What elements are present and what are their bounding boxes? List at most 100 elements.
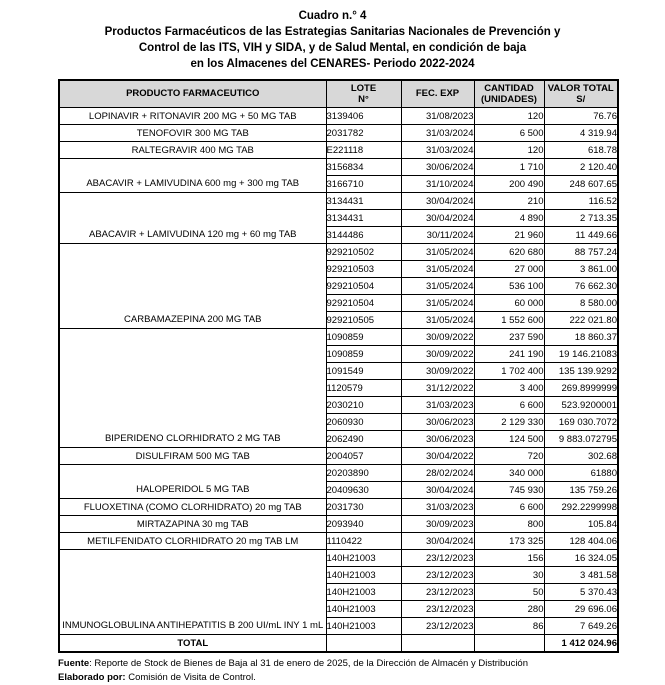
cantidad-cell: 620 680	[473, 243, 545, 261]
lote-cell: 3139406	[325, 107, 402, 125]
valor-cell: 222 021.80	[543, 311, 619, 329]
lote-cell: 3144486	[325, 226, 402, 244]
lote-cell: 2062490	[325, 430, 402, 448]
table-row: 1091549 30/09/2022 1 702 400 135 139.9292	[59, 362, 619, 380]
fec-exp-cell: 31/03/2024	[400, 124, 475, 142]
total-empty-cantidad-cell	[473, 634, 545, 653]
lote-cell: 1090859	[325, 328, 402, 346]
cantidad-cell: 1 710	[473, 158, 545, 176]
lote-cell: 929210504	[325, 277, 402, 295]
lote-cell: 3166710	[325, 175, 402, 193]
cantidad-cell: 86	[473, 617, 545, 635]
fuente-text: : Reporte de Stock de Bienes de Baja al …	[89, 658, 528, 669]
table-row: 929210504 31/05/2024 60 000 8 580.00	[59, 294, 619, 312]
product-cell: CARBAMAZEPINA 200 MG TAB	[58, 243, 327, 329]
cantidad-cell: 156	[473, 549, 545, 567]
valor-cell: 76.76	[543, 107, 619, 125]
products-table: PRODUCTO FARMACEUTICO LOTE N° FEC. EXP CANTI…	[58, 79, 619, 653]
lote-cell: 20409630	[325, 481, 402, 499]
lote-cell: 2093940	[325, 515, 402, 533]
valor-cell: 248 607.65	[543, 175, 619, 193]
fec-exp-cell: 30/11/2024	[400, 226, 475, 244]
fec-exp-cell: 30/09/2022	[400, 345, 475, 363]
valor-cell: 9 883.072795	[543, 430, 619, 448]
valor-cell: 269.8999999	[543, 379, 619, 397]
valor-cell: 18 860.37	[543, 328, 619, 346]
title-line-4: en los Almacenes del CENARES- Periodo 20…	[190, 58, 475, 70]
document-title: Cuadro n.° 4 Productos Farmacéuticos de …	[0, 0, 665, 72]
product-cell: TENOFOVIR 300 MG TAB	[58, 124, 327, 142]
table-row: RALTEGRAVIR 400 MG TAB E221118 31/03/2024 1…	[58, 141, 619, 159]
header-cell-4: VALOR TOTAL S/	[543, 79, 619, 108]
table-body: LOPINAVIR + RITONAVIR 200 MG + 50 MG TAB…	[58, 107, 619, 653]
elaborado-line: Elaborado por: Comisión de Visita de Con…	[58, 671, 665, 685]
table-row: FLUOXETINA (COMO CLORHIDRATO) 20 mg TAB 2…	[58, 498, 619, 516]
elaborado-label: Elaborado por:	[58, 672, 126, 683]
cantidad-cell: 2 129 330	[473, 413, 545, 431]
table-row: 1120579 31/12/2022 3 400 269.8999999	[59, 379, 619, 397]
fec-exp-cell: 31/10/2024	[400, 175, 475, 193]
product-cell: HALOPERIDOL 5 MG TAB	[58, 464, 327, 499]
table-row: BIPERIDENO CLORHIDRATO 2 MG TAB 1090859 30…	[58, 328, 619, 448]
lote-cell: 2060930	[325, 413, 402, 431]
cantidad-cell: 27 000	[473, 260, 545, 278]
lote-cell: 3134431	[325, 192, 402, 210]
elaborado-text: Comisión de Visita de Control.	[128, 672, 256, 683]
table-row: 1090859 30/09/2022 241 190 19 146.21083	[59, 345, 619, 363]
valor-cell: 3 861.00	[543, 260, 619, 278]
table-row: ABACAVIR + LAMIVUDINA 600 mg + 300 mg TA…	[58, 158, 619, 193]
valor-cell: 302.68	[543, 447, 619, 465]
cantidad-cell: 3 400	[473, 379, 545, 397]
product-cell: LOPINAVIR + RITONAVIR 200 MG + 50 MG TAB	[58, 107, 327, 125]
table-row: LOPINAVIR + RITONAVIR 200 MG + 50 MG TAB…	[58, 107, 619, 125]
fec-exp-cell: 30/06/2024	[400, 158, 475, 176]
cantidad-cell: 745 930	[473, 481, 545, 499]
lote-cell: 3156834	[325, 158, 402, 176]
cantidad-cell: 21 960	[473, 226, 545, 244]
valor-cell: 76 662.30	[543, 277, 619, 295]
table-row: HALOPERIDOL 5 MG TAB 20203890 28/02/2024 34…	[58, 464, 619, 499]
header-row: PRODUCTO FARMACEUTICO LOTE N° FEC. EXP CANTI…	[58, 79, 619, 108]
cantidad-cell: 1 702 400	[473, 362, 545, 380]
cantidad-cell: 241 190	[473, 345, 545, 363]
lote-cell: 929210502	[325, 243, 402, 261]
cantidad-cell: 1 552 600	[473, 311, 545, 329]
fuente-label: Fuente	[58, 658, 90, 669]
valor-cell: 11 449.66	[543, 226, 619, 244]
valor-cell: 61880	[543, 464, 619, 482]
lote-cell: E221118	[325, 141, 402, 159]
product-cell: RALTEGRAVIR 400 MG TAB	[58, 141, 327, 159]
cantidad-cell: 6 600	[473, 498, 545, 516]
fec-exp-cell: 31/05/2024	[400, 277, 475, 295]
cantidad-cell: 280	[473, 600, 545, 618]
title-line-3: Control de las ITS, VIH y SIDA, y de Sal…	[138, 42, 527, 54]
valor-cell: 16 324.05	[543, 549, 619, 567]
lote-cell: 2004057	[325, 447, 402, 465]
product-cell: DISULFIRAM 500 MG TAB	[58, 447, 327, 465]
fec-exp-cell: 30/06/2023	[400, 430, 475, 448]
cantidad-cell: 340 000	[473, 464, 545, 482]
total-empty-lote-cell	[325, 634, 402, 653]
fec-exp-cell: 30/04/2024	[400, 209, 475, 227]
lote-cell: 929210503	[325, 260, 402, 278]
fec-exp-cell: 31/12/2022	[400, 379, 475, 397]
fec-exp-cell: 30/06/2023	[400, 413, 475, 431]
cantidad-cell: 60 000	[473, 294, 545, 312]
table-row: 3144486 30/11/2024 21 960 11 449.66	[59, 226, 619, 244]
lote-cell: 140H21003	[325, 600, 402, 618]
table-row: INMUNOGLOBULINA ANTIHEPATITIS B 200 UI/m…	[58, 549, 619, 635]
table-row: ABACAVIR + LAMIVUDINA 120 mg + 60 mg TAB…	[58, 192, 619, 244]
table-row: TENOFOVIR 300 MG TAB 2031782 31/03/2024 6 5…	[58, 124, 619, 142]
total-empty-fec-cell	[400, 634, 475, 653]
total-label-cell: TOTAL	[58, 634, 327, 653]
fec-exp-cell: 23/12/2023	[400, 617, 475, 635]
product-cell: FLUOXETINA (COMO CLORHIDRATO) 20 mg TAB	[58, 498, 327, 516]
table-row: 2060930 30/06/2023 2 129 330 169 030.7072	[59, 413, 619, 431]
fec-exp-cell: 31/08/2023	[400, 107, 475, 125]
cantidad-cell: 120	[473, 107, 545, 125]
valor-cell: 2 120.40	[543, 158, 619, 176]
valor-cell: 116.52	[543, 192, 619, 210]
fec-exp-cell: 30/04/2024	[400, 192, 475, 210]
valor-cell: 128 404.06	[543, 532, 619, 550]
fec-exp-cell: 23/12/2023	[400, 583, 475, 601]
